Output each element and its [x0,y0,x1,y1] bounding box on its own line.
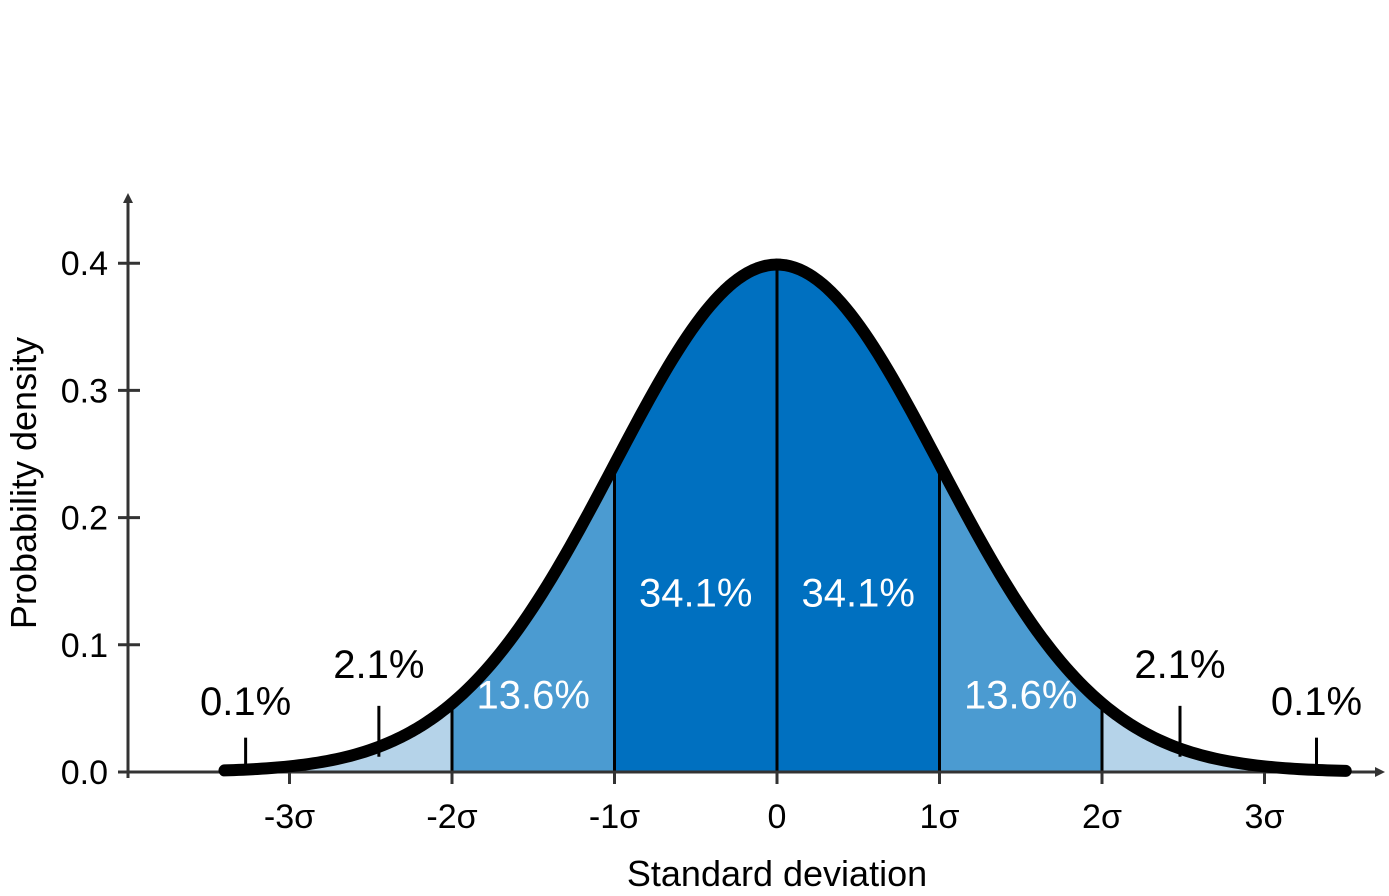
tail-label-right: 0.1% [1271,680,1362,724]
x-tick-label: 1σ [920,798,960,836]
tail-label-left: 0.1% [200,680,291,724]
y-tick: 0.1 [61,627,140,665]
x-tick-label: 3σ [1245,798,1285,836]
percent-label-region-0: 2.1% [333,643,424,687]
region-2 [614,264,777,772]
x-axis-ticks: -3σ -2σ -1σ 0 1σ 2σ 3σ [264,772,1285,836]
y-tick: 0.0 [61,754,140,792]
percent-labels: 13.6% 34.1% 34.1% 13.6% 2.1% 2.1% 0.1% 0.1% [200,572,1362,724]
x-axis-title: Standard deviation [627,853,927,894]
percent-label-region-3: 34.1% [802,572,915,616]
y-tick-label: 0.0 [61,754,108,792]
y-tick: 0.3 [61,372,140,410]
x-tick-label: -2σ [426,798,477,836]
percent-label-region-4: 13.6% [964,673,1077,717]
percent-label-region-1: 13.6% [477,673,590,717]
y-axis-ticks: 0.0 0.1 0.2 0.3 0.4 [61,245,140,792]
x-tick-label: 0 [768,798,787,836]
x-tick: 2σ [1082,772,1122,836]
x-tick: 3σ [1245,772,1285,836]
axes [118,193,1385,778]
x-tick: -1σ [589,772,640,836]
x-tick: -2σ [426,772,478,836]
percent-label-region-2: 34.1% [639,572,752,616]
x-tick: -3σ [264,772,315,836]
x-tick: 1σ [920,772,960,836]
y-tick: 0.4 [61,245,140,283]
y-tick-label: 0.4 [61,245,108,283]
x-tick: 0 [768,772,787,836]
x-tick-label: -1σ [589,798,640,836]
region-3 [777,264,940,772]
density-curve [218,258,1352,777]
region-5 [1102,703,1346,772]
sigma-dividers [450,264,1104,772]
region-0 [224,703,452,772]
y-axis-title: Probability density [3,337,44,629]
y-tick-label: 0.3 [61,372,108,410]
label-pointers [244,705,1318,769]
y-tick-label: 0.2 [61,500,108,538]
percent-label-region-5: 2.1% [1134,643,1225,687]
shaded-regions [224,264,1346,772]
y-tick: 0.2 [61,500,140,538]
y-tick-label: 0.1 [61,627,108,665]
x-tick-label: -3σ [264,798,315,836]
x-tick-label: 2σ [1082,798,1122,836]
